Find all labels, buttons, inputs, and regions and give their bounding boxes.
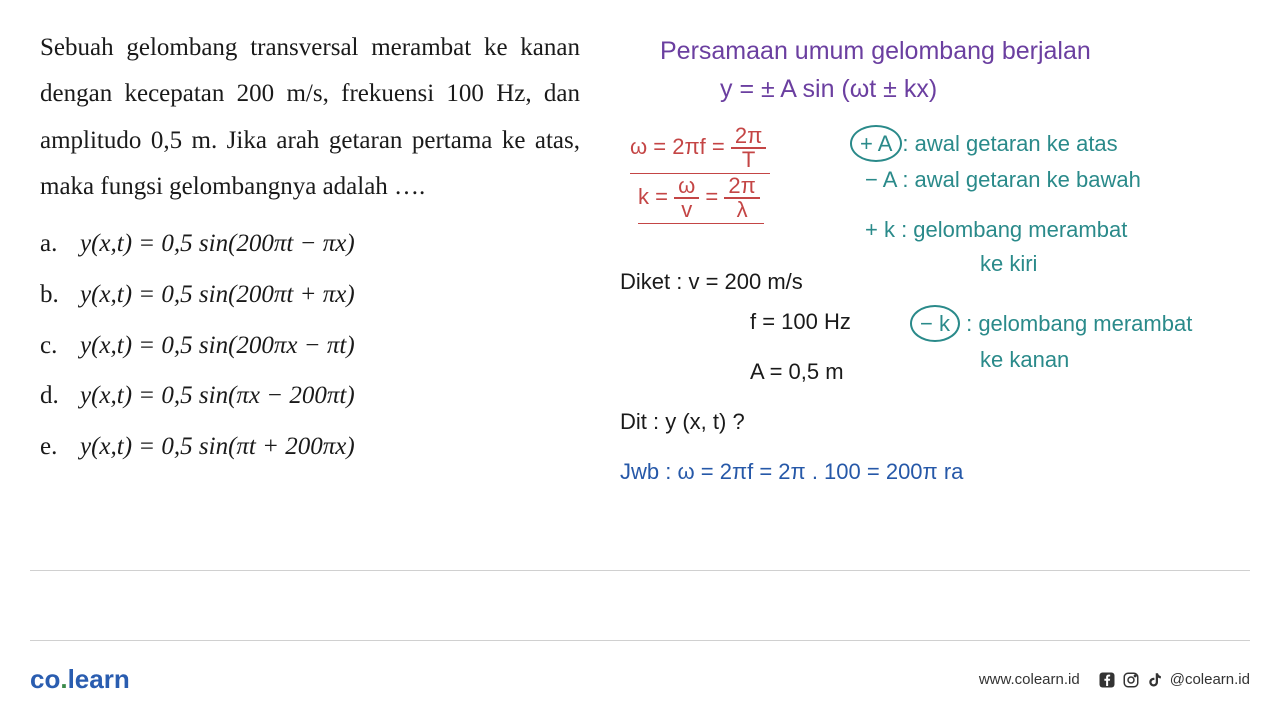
option-text: y(x,t) = 0,5 sin(200πt + πx): [80, 271, 355, 320]
social-icons: @colearn.id: [1098, 671, 1250, 689]
hw-plusA: + A: awal getaran ke atas: [850, 125, 1118, 162]
hw-title: Persamaan umum gelombang berjalan: [660, 33, 1091, 71]
divider-rule: [30, 570, 1250, 571]
option-e: e. y(x,t) = 0,5 sin(πt + 200πx): [40, 423, 580, 472]
hw-plusK: + k : gelombang merambat: [865, 213, 1127, 246]
option-d: d. y(x,t) = 0,5 sin(πx − 200πt): [40, 372, 580, 421]
hw-diket2: f = 100 Hz: [750, 305, 851, 338]
hw-diket3: A = 0,5 m: [750, 355, 844, 388]
hw-minusA: − A : awal getaran ke bawah: [865, 163, 1141, 196]
option-text: y(x,t) = 0,5 sin(πx − 200πt): [80, 372, 355, 421]
question-text: Sebuah gelombang transversal merambat ke…: [40, 25, 580, 210]
option-letter: a.: [40, 220, 80, 269]
option-text: y(x,t) = 0,5 sin(πt + 200πx): [80, 423, 355, 472]
footer: co.learn www.colearn.id @colearn.id: [0, 664, 1280, 695]
instagram-icon: [1122, 671, 1140, 689]
divider-rule: [30, 640, 1250, 641]
option-letter: e.: [40, 423, 80, 472]
footer-handle: @colearn.id: [1170, 671, 1250, 688]
hw-diket: Diket : v = 200 m/s: [620, 265, 803, 298]
hw-plusK2: ke kiri: [980, 247, 1037, 280]
option-letter: d.: [40, 372, 80, 421]
handwritten-notes: Persamaan umum gelombang berjalan y = ± …: [600, 25, 1250, 474]
hw-k: k = ωv = 2πλ: [638, 175, 764, 224]
hw-minusK: − k : gelombang merambat: [910, 305, 1192, 342]
footer-url: www.colearn.id: [979, 671, 1080, 688]
hw-jwb: Jwb : ω = 2πf = 2π . 100 = 200π ra: [620, 455, 963, 488]
option-text: y(x,t) = 0,5 sin(200πt − πx): [80, 220, 355, 269]
option-c: c. y(x,t) = 0,5 sin(200πx − πt): [40, 322, 580, 371]
hw-dit: Dit : y (x, t) ?: [620, 405, 745, 438]
facebook-icon: [1098, 671, 1116, 689]
hw-minusK2: ke kanan: [980, 343, 1069, 376]
tiktok-icon: [1146, 671, 1164, 689]
option-letter: b.: [40, 271, 80, 320]
hw-eq: y = ± A sin (ωt ± kx): [720, 71, 937, 109]
option-letter: c.: [40, 322, 80, 371]
option-text: y(x,t) = 0,5 sin(200πx − πt): [80, 322, 355, 371]
option-b: b. y(x,t) = 0,5 sin(200πt + πx): [40, 271, 580, 320]
option-a: a. y(x,t) = 0,5 sin(200πt − πx): [40, 220, 580, 269]
logo: co.learn: [30, 664, 130, 695]
hw-omega: ω = 2πf = 2πT: [630, 125, 770, 174]
options-list: a. y(x,t) = 0,5 sin(200πt − πx) b. y(x,t…: [40, 220, 580, 472]
